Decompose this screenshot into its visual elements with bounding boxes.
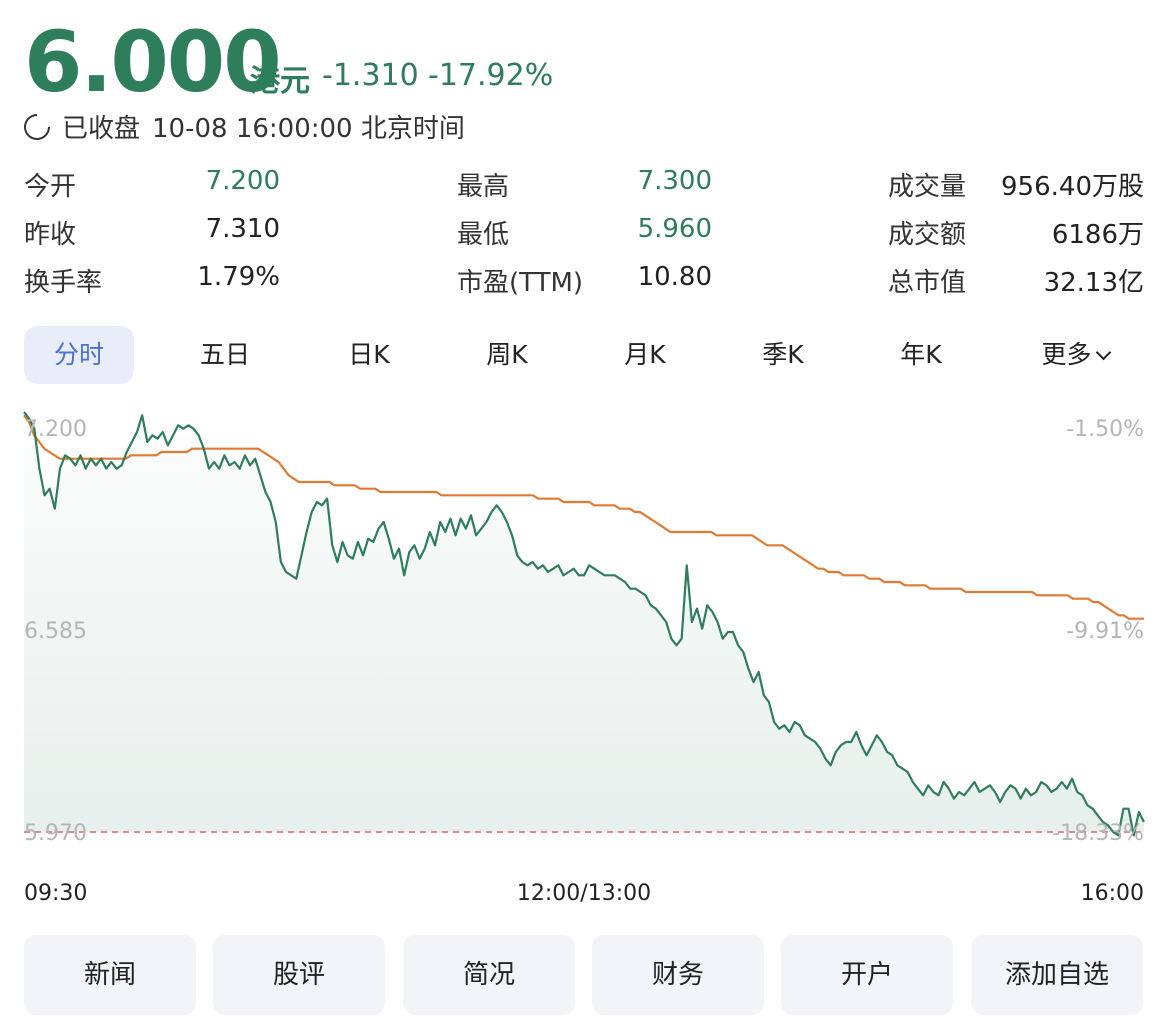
stat-value-market-cap: 32.13亿 xyxy=(1043,268,1144,298)
stat-label-low: 最低 xyxy=(457,220,510,250)
y-axis-label-left: 6.585 xyxy=(24,619,87,644)
tab-quarterly-k[interactable]: 季K xyxy=(762,340,804,369)
market-status-row: 已收盘 10-08 16:00:00 北京时间 xyxy=(18,108,465,145)
stat-label-turnover: 成交额 xyxy=(888,220,967,250)
chevron-down-icon xyxy=(1095,344,1111,361)
x-axis-label: 16:00 xyxy=(1081,881,1144,906)
tab-monthly-k[interactable]: 月K xyxy=(624,340,666,369)
x-axis-label: 12:00/13:00 xyxy=(517,881,651,906)
price-area-fill xyxy=(24,412,1144,836)
y-axis-label-right: -9.91% xyxy=(1066,619,1144,644)
comments-button[interactable]: 股评 xyxy=(213,935,385,1015)
y-axis-label-left: 5.970 xyxy=(24,821,87,846)
stat-label-open: 今开 xyxy=(24,172,77,202)
refresh-icon xyxy=(18,108,56,145)
stat-value-prev-close: 7.310 xyxy=(205,214,280,244)
stat-value-open: 7.200 xyxy=(205,166,280,196)
stat-label-turnover-rate: 换手率 xyxy=(24,268,103,298)
tab-yearly-k[interactable]: 年K xyxy=(900,340,942,369)
tab-intraday[interactable]: 分时 xyxy=(24,326,134,384)
current-price: 6.000 xyxy=(24,13,282,111)
stat-label-high: 最高 xyxy=(457,172,510,202)
stat-label-volume: 成交量 xyxy=(888,172,967,202)
y-axis-label-right: -18.33% xyxy=(1052,821,1144,846)
stat-value-high: 7.300 xyxy=(637,166,712,196)
currency-label: 港元 xyxy=(250,64,310,99)
intraday-chart: 7.200 6.585 5.970 -1.50% -9.91% -18.33% 09:30 1… xyxy=(23,411,1145,906)
price-line xyxy=(23,411,1145,837)
tab-weekly-k[interactable]: 周K xyxy=(486,340,528,369)
average-price-line xyxy=(23,414,1144,620)
open-account-button[interactable]: 开户 xyxy=(781,935,953,1015)
stat-value-low: 5.960 xyxy=(637,214,712,244)
price-change: -1.310 xyxy=(322,58,419,93)
stat-value-volume: 956.40万股 xyxy=(1001,172,1144,202)
stat-label-pe: 市盈(TTM) xyxy=(457,268,584,298)
stat-value-turnover-rate: 1.79% xyxy=(197,262,280,292)
add-watchlist-button[interactable]: 添加自选 xyxy=(971,935,1143,1015)
stat-label-prev-close: 昨收 xyxy=(24,220,77,250)
tab-daily-k[interactable]: 日K xyxy=(348,340,390,369)
x-axis-label: 09:30 xyxy=(24,881,87,906)
y-axis-label-right: -1.50% xyxy=(1066,417,1144,442)
stat-value-pe: 10.80 xyxy=(637,262,712,292)
news-button[interactable]: 新闻 xyxy=(24,935,196,1015)
tab-five-day[interactable]: 五日 xyxy=(199,340,250,369)
tab-more[interactable]: 更多 xyxy=(1020,326,1130,384)
price-change-pct: -17.92% xyxy=(428,58,554,93)
market-status: 已收盘 xyxy=(62,114,141,144)
stat-label-market-cap: 总市值 xyxy=(888,268,967,298)
profile-button[interactable]: 简况 xyxy=(403,935,575,1015)
y-axis-label-left: 7.200 xyxy=(24,417,87,442)
tab-more-label: 更多 xyxy=(1041,340,1092,369)
market-datetime: 10-08 16:00:00 北京时间 xyxy=(152,114,465,144)
financials-button[interactable]: 财务 xyxy=(592,935,764,1015)
stat-value-turnover: 6186万 xyxy=(1051,220,1144,250)
